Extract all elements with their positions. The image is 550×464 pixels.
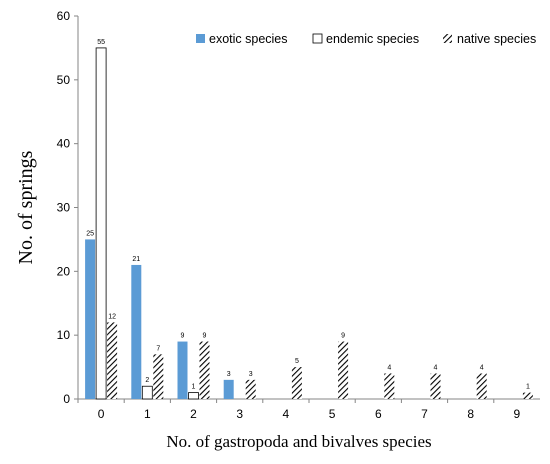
x-tick-label: 5	[329, 407, 336, 421]
bars	[85, 47, 533, 400]
legend-label: endemic species	[326, 32, 419, 46]
data-label: 25	[86, 230, 94, 237]
legend: exotic species endemic species native spec…	[196, 32, 536, 46]
x-tick-label: 8	[467, 407, 474, 421]
y-tick-label: 10	[57, 328, 71, 342]
data-label: 9	[203, 333, 207, 340]
y-tick-label: 30	[57, 201, 71, 215]
y-axis-title: No. of springs	[15, 150, 37, 264]
bar-native-species-0	[107, 322, 118, 399]
y-tick-label: 50	[57, 73, 71, 87]
x-tick-label: 4	[283, 407, 290, 421]
data-label: 1	[192, 384, 196, 391]
bar-exotic-species-2	[177, 341, 188, 399]
x-axis-title: No. of gastropoda and bivalves species	[166, 432, 431, 451]
x-tick-label: 0	[98, 407, 105, 421]
legend-swatch	[312, 33, 323, 44]
legend-swatch	[443, 34, 452, 43]
bar-native-species-4	[291, 367, 302, 399]
data-label: 2	[145, 377, 149, 384]
data-label: 9	[181, 333, 185, 340]
data-label: 12	[108, 313, 116, 320]
bar-exotic-species-1	[131, 264, 142, 399]
bar-native-species-8	[476, 373, 487, 399]
y-tick-label: 40	[57, 137, 71, 151]
data-label: 5	[295, 358, 299, 365]
x-tick-label: 7	[421, 407, 428, 421]
bar-endemic-species-1	[141, 385, 153, 400]
data-label: 21	[132, 256, 140, 263]
bar-endemic-species-0	[95, 47, 107, 400]
y-tick-label: 20	[57, 264, 71, 278]
bar-native-species-1	[153, 354, 164, 399]
bar-native-species-5	[338, 341, 349, 399]
bar-native-species-7	[430, 373, 441, 399]
bar-native-species-2	[199, 341, 210, 399]
y-tick-label: 60	[57, 9, 71, 23]
bar-native-species-9	[522, 392, 533, 399]
bar-endemic-species-2	[188, 392, 199, 400]
data-label: 7	[156, 345, 160, 352]
data-label: 4	[434, 364, 438, 371]
x-tick-label: 6	[375, 407, 382, 421]
legend-label: exotic species	[209, 32, 288, 46]
data-label: 9	[341, 333, 345, 340]
legend-label: native species	[457, 32, 536, 46]
data-label: 1	[526, 384, 530, 391]
bar-exotic-species-0	[85, 239, 96, 399]
y-tick-label: 0	[63, 392, 70, 406]
data-label: 55	[97, 39, 105, 46]
legend-swatch	[196, 34, 205, 43]
bar-native-species-3	[245, 379, 256, 399]
x-tick-label: 9	[514, 407, 521, 421]
x-tick-label: 2	[190, 407, 197, 421]
data-label: 3	[227, 371, 231, 378]
data-label: 4	[387, 364, 391, 371]
bar-native-species-6	[384, 373, 395, 399]
x-tick-label: 1	[144, 407, 151, 421]
data-label: 3	[249, 371, 253, 378]
x-tick-label: 3	[236, 407, 243, 421]
bar-exotic-species-3	[223, 379, 234, 399]
data-label: 4	[480, 364, 484, 371]
